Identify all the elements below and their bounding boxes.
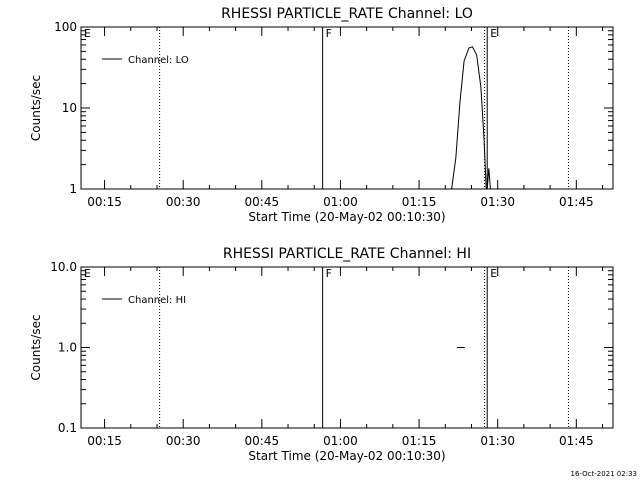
plot-frame [80,266,614,429]
x-tick-label: 01:45 [559,195,594,209]
legend-label: Channel: LO [128,55,189,66]
y-tick-label: 100 [54,20,77,34]
x-axis-label: Start Time (20-May-02 00:10:30) [248,210,445,224]
x-tick-label: 00:45 [245,195,280,209]
legend-label: Channel: HI [128,295,186,306]
x-tick-label: 00:30 [166,195,201,209]
event-marker-label: F [326,27,332,40]
x-tick-label: 00:15 [87,195,122,209]
y-tick-label: 0.1 [58,421,77,435]
x-tick-label: 01:30 [480,195,515,209]
event-marker-label: F [326,267,332,280]
x-tick-label: 01:00 [323,195,358,209]
x-tick-label: 01:45 [559,434,594,448]
event-marker-label: E [84,267,91,280]
y-axis-label: Counts/sec [29,314,43,380]
x-tick-label: 01:15 [402,195,437,209]
x-tick-label: 01:15 [402,434,437,448]
event-marker-label: E [490,267,497,280]
chart-title: RHESSI PARTICLE_RATE Channel: HI [223,246,471,262]
footer-timestamp: 16-Oct-2021 02:33 [571,470,637,478]
x-tick-label: 00:15 [87,434,122,448]
chart-title: RHESSI PARTICLE_RATE Channel: LO [221,6,473,22]
event-marker-label: E [84,27,91,40]
y-tick-label: 1.0 [58,341,77,355]
x-tick-label: 01:30 [480,434,515,448]
chart-panel-lo: RHESSI PARTICLE_RATE Channel: LO 00:15 00:… [29,6,614,224]
y-tick-label: 10.0 [50,260,77,274]
series-line-segment [486,168,491,190]
y-tick-label: 10 [62,101,77,115]
y-axis-label: Counts/sec [29,75,43,141]
series-line-segment [451,46,487,190]
y-tick-label: 1 [69,182,77,196]
event-marker-label: E [490,27,497,40]
x-tick-label: 00:45 [245,434,280,448]
x-tick-label: 00:30 [166,434,201,448]
x-tick-label: 01:00 [323,434,358,448]
plot-frame [80,26,614,190]
chart-panel-hi: RHESSI PARTICLE_RATE Channel: HI 00:15 00:… [29,246,614,463]
x-axis-label: Start Time (20-May-02 00:10:30) [248,449,445,463]
